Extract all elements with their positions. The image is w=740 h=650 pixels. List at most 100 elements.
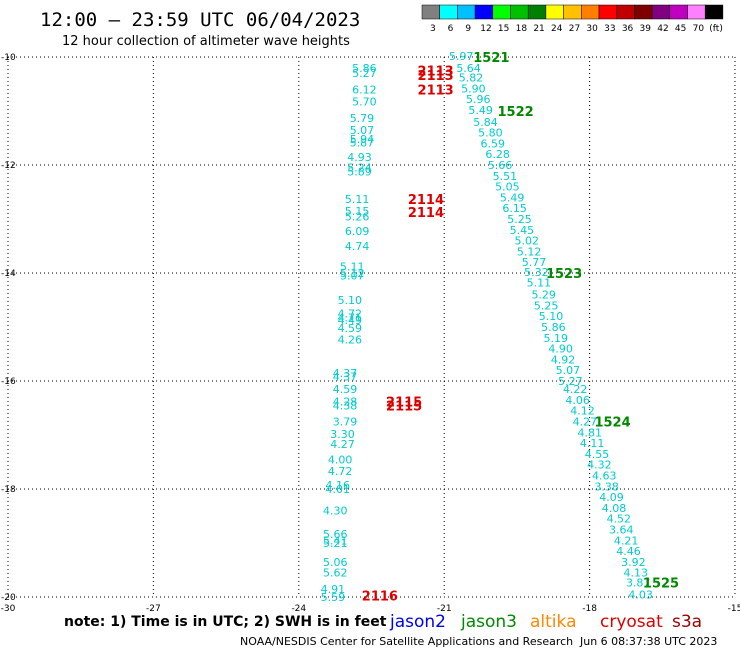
wave-height-label: 5.86 bbox=[352, 62, 377, 75]
wave-height-label: 5.96 bbox=[466, 93, 491, 106]
wave-height-label: 4.27 bbox=[573, 416, 598, 429]
wave-height-label: 4.12 bbox=[570, 405, 595, 418]
pass-number-label: 2115 bbox=[386, 399, 422, 414]
y-tick-label: -18 bbox=[1, 485, 16, 495]
wave-height-label: 4.03 bbox=[628, 588, 653, 601]
legend-label: 45 bbox=[675, 24, 686, 34]
wave-height-label: 5.07 bbox=[340, 270, 365, 283]
wave-height-label: 5.66 bbox=[323, 528, 348, 541]
wave-height-label: 4.22 bbox=[563, 383, 588, 396]
satellite-name: s3a bbox=[672, 612, 702, 632]
pass-number-label: 2113 bbox=[418, 83, 454, 98]
pass-number-label: 2113 bbox=[418, 69, 454, 84]
wave-height-label: 5.77 bbox=[522, 256, 547, 269]
legend-label: 15 bbox=[498, 24, 509, 34]
legend-swatch bbox=[581, 4, 600, 20]
wave-height-label: 5.11 bbox=[345, 193, 370, 206]
legend-label: 36 bbox=[622, 24, 634, 34]
legend-swatch bbox=[704, 4, 724, 20]
x-tick-label: -24 bbox=[291, 604, 306, 614]
wave-height-label: 3.79 bbox=[333, 416, 358, 429]
wave-height-label: 5.10 bbox=[539, 310, 564, 323]
x-tick-label: -15 bbox=[728, 604, 740, 614]
wave-height-label: 5.66 bbox=[488, 159, 513, 172]
satellite-name: jason3 bbox=[460, 612, 517, 632]
pass-number-label: 1521 bbox=[473, 51, 509, 66]
wave-height-label: 4.93 bbox=[347, 151, 372, 164]
legend-label: 3 bbox=[430, 24, 436, 34]
wave-height-label: 5.21 bbox=[323, 537, 348, 550]
wave-height-label: 5.84 bbox=[473, 116, 498, 129]
wave-height-label: 4.38 bbox=[333, 399, 358, 412]
wave-height-label: 5.11 bbox=[340, 261, 365, 274]
legend-swatch bbox=[651, 4, 671, 20]
wave-height-label: 6.09 bbox=[345, 225, 370, 238]
wave-height-label: 4.30 bbox=[323, 505, 348, 518]
wave-height-label: 4.92 bbox=[551, 353, 576, 366]
wave-height-label: 5.06 bbox=[323, 556, 348, 569]
legend-swatch bbox=[421, 4, 440, 20]
legend-label: 27 bbox=[569, 24, 580, 34]
legend-label: 30 bbox=[586, 24, 598, 34]
wave-height-label: 3.87 bbox=[626, 576, 651, 589]
wave-height-label: 5.87 bbox=[350, 136, 375, 149]
wave-height-label: 5.12 bbox=[517, 245, 542, 258]
legend-swatch bbox=[510, 4, 529, 20]
x-tick-label: -30 bbox=[1, 604, 16, 614]
pass-number-label: 1523 bbox=[546, 267, 582, 282]
legend-label: 21 bbox=[533, 24, 544, 34]
wave-height-label: 3.38 bbox=[594, 480, 619, 493]
wave-height-label: 5.97 bbox=[449, 50, 474, 63]
wave-height-label: 5.02 bbox=[514, 235, 539, 248]
footer-note: note: 1) Time is in UTC; 2) SWH is in fe… bbox=[64, 614, 387, 630]
x-tick-label: -21 bbox=[437, 604, 452, 614]
footer-credit: NOAA/NESDIS Center for Satellite Applica… bbox=[240, 635, 573, 648]
wave-height-label: 5.07 bbox=[350, 124, 375, 137]
wave-height-label: 4.59 bbox=[338, 322, 363, 335]
wave-height-label: 5.64 bbox=[456, 62, 481, 75]
wave-height-label: 4.52 bbox=[607, 513, 632, 526]
wave-height-label: 5.29 bbox=[531, 289, 556, 302]
wave-height-label: 4.32 bbox=[587, 459, 612, 472]
legend-swatch bbox=[545, 4, 564, 20]
pass-number-label: 2115 bbox=[386, 396, 422, 411]
wave-height-label: 4.06 bbox=[565, 394, 590, 407]
wave-height-label: 5.07 bbox=[556, 364, 581, 377]
legend-swatch bbox=[527, 4, 547, 20]
wave-height-label: 4.37 bbox=[333, 371, 358, 384]
y-tick-label: -16 bbox=[1, 377, 16, 387]
wave-height-label: 6.28 bbox=[485, 148, 510, 161]
wave-height-labels: 5.865.276.125.705.795.075.945.874.935.24… bbox=[321, 50, 653, 604]
wave-height-label: 5.86 bbox=[541, 321, 566, 334]
wave-height-label: 5.27 bbox=[558, 375, 583, 388]
wave-height-color-legend: 3 6 9 12 15 18 21 24 27 30 33 36 39 42 45 70 (ft) bbox=[421, 4, 724, 34]
wave-height-label: 4.55 bbox=[585, 448, 610, 461]
legend-swatch bbox=[687, 4, 706, 20]
x-tick-label: -27 bbox=[146, 604, 161, 614]
pass-number-label: 1525 bbox=[643, 576, 679, 591]
wave-height-label: 6.12 bbox=[352, 83, 377, 96]
satellite-name: jason2 bbox=[389, 612, 446, 632]
pass-number-label: 2114 bbox=[408, 206, 444, 221]
satellite-legend: jason2 jason3 altika cryosat s3a bbox=[389, 612, 702, 632]
wave-height-label: 5.94 bbox=[350, 133, 375, 146]
wave-height-label: 5.82 bbox=[459, 72, 484, 85]
wave-height-label: 5.11 bbox=[527, 277, 552, 290]
wave-height-label: 4.28 bbox=[333, 396, 358, 409]
x-tick-label: -18 bbox=[582, 604, 597, 614]
wave-height-label: 4.72 bbox=[338, 308, 363, 321]
legend-swatch bbox=[669, 4, 688, 20]
legend-label: 42 bbox=[657, 24, 668, 34]
pass-number-label: 1524 bbox=[594, 416, 630, 431]
y-tick-label: -12 bbox=[1, 161, 16, 171]
wave-height-label: 5.27 bbox=[352, 67, 377, 80]
wave-height-label: 5.51 bbox=[493, 170, 517, 183]
wave-height-label: 4.21 bbox=[614, 534, 639, 547]
wave-height-label: 4.81 bbox=[577, 426, 602, 439]
wave-height-label: 3.92 bbox=[621, 556, 646, 569]
satellite-name: cryosat bbox=[600, 612, 663, 632]
wave-height-label: 5.49 bbox=[468, 104, 493, 117]
page-title: 12:00 – 23:59 UTC 06/04/2023 bbox=[40, 9, 360, 31]
pass-number-label: 2113 bbox=[418, 65, 454, 80]
